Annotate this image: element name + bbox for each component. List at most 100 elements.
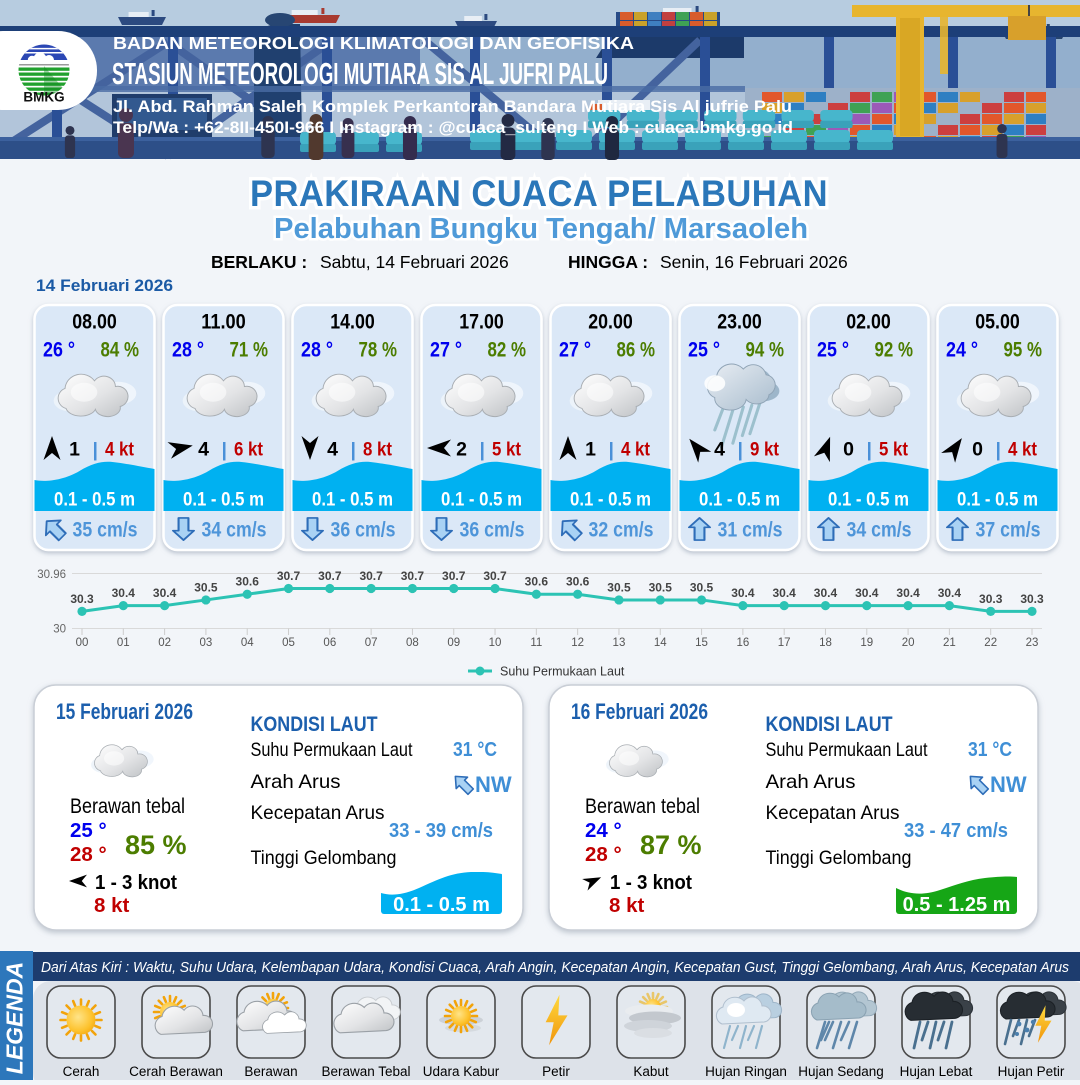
svg-text:30.4: 30.4 xyxy=(814,586,838,600)
svg-text:Cerah: Cerah xyxy=(63,1064,100,1079)
svg-text:24 °: 24 ° xyxy=(585,819,622,842)
svg-text:33 - 39 cm/s: 33 - 39 cm/s xyxy=(389,819,493,842)
svg-text:5 kt: 5 kt xyxy=(879,439,908,461)
svg-text:03: 03 xyxy=(200,637,213,649)
svg-text:35 cm/s: 35 cm/s xyxy=(73,518,138,542)
svg-text:27 °: 27 ° xyxy=(559,339,591,362)
svg-text:30.96: 30.96 xyxy=(37,569,66,581)
svg-text:Berawan Tebal: Berawan Tebal xyxy=(321,1064,410,1079)
svg-text:Cerah Berawan: Cerah Berawan xyxy=(129,1064,223,1079)
svg-text:30.4: 30.4 xyxy=(112,586,136,600)
svg-text:0.1 - 0.5 m: 0.1 - 0.5 m xyxy=(828,489,909,511)
svg-text:|: | xyxy=(351,439,356,461)
svg-text:30.5: 30.5 xyxy=(649,580,673,594)
svg-text:78 %: 78 % xyxy=(359,339,398,362)
svg-text:14: 14 xyxy=(654,637,667,649)
svg-text:|: | xyxy=(609,439,614,461)
svg-text:5 kt: 5 kt xyxy=(492,439,521,461)
svg-text:36 cm/s: 36 cm/s xyxy=(331,518,396,542)
svg-text:Sabtu, 14 Februari 2026: Sabtu, 14 Februari 2026 xyxy=(320,252,509,272)
svg-text:23.00: 23.00 xyxy=(717,311,762,334)
svg-text:Hujan Ringan: Hujan Ringan xyxy=(705,1064,787,1079)
svg-text:0: 0 xyxy=(972,439,983,461)
svg-text:25 °: 25 ° xyxy=(817,339,849,362)
svg-text:Tinggi Gelombang: Tinggi Gelombang xyxy=(766,847,912,869)
svg-text:Kabut: Kabut xyxy=(633,1064,669,1079)
svg-text:1: 1 xyxy=(69,439,80,461)
svg-text:Kecepatan Arus: Kecepatan Arus xyxy=(251,802,385,824)
svg-text:30.3: 30.3 xyxy=(979,592,1003,606)
svg-text:1 - 3 knot: 1 - 3 knot xyxy=(95,871,177,894)
svg-text:Suhu Permukaan Laut: Suhu Permukaan Laut xyxy=(500,665,625,679)
svg-text:87 %: 87 % xyxy=(640,830,702,860)
svg-text:Hujan Sedang: Hujan Sedang xyxy=(798,1064,884,1079)
svg-text:19: 19 xyxy=(860,637,873,649)
svg-text:11: 11 xyxy=(530,637,542,649)
svg-text:LEGENDA: LEGENDA xyxy=(2,962,28,1074)
svg-text:09: 09 xyxy=(447,637,460,649)
svg-text:BMKG: BMKG xyxy=(23,90,64,105)
svg-text:94 %: 94 % xyxy=(746,339,785,362)
svg-text:95 %: 95 % xyxy=(1004,339,1043,362)
svg-text:01: 01 xyxy=(117,637,130,649)
svg-text:30: 30 xyxy=(53,624,66,636)
svg-text:4 kt: 4 kt xyxy=(1008,439,1037,461)
svg-text:31 °C: 31 °C xyxy=(453,738,497,761)
svg-text:4: 4 xyxy=(714,439,725,461)
svg-text:17.00: 17.00 xyxy=(459,311,504,334)
svg-text:1: 1 xyxy=(585,439,596,461)
svg-text:16: 16 xyxy=(736,637,749,649)
svg-text:|: | xyxy=(867,439,872,461)
svg-text:34 cm/s: 34 cm/s xyxy=(202,518,267,542)
svg-text:08: 08 xyxy=(406,637,419,649)
svg-text:30.4: 30.4 xyxy=(896,586,920,600)
svg-text:|: | xyxy=(93,439,98,461)
svg-text:Udara Kabur: Udara Kabur xyxy=(423,1064,500,1079)
svg-text:24 °: 24 ° xyxy=(946,339,978,362)
svg-text:20.00: 20.00 xyxy=(588,311,633,334)
svg-text:13: 13 xyxy=(613,637,626,649)
svg-text:84 %: 84 % xyxy=(101,339,140,362)
svg-text:Berawan tebal: Berawan tebal xyxy=(585,795,700,818)
svg-text:08.00: 08.00 xyxy=(72,311,117,334)
svg-text:36 cm/s: 36 cm/s xyxy=(460,518,525,542)
svg-text:BADAN METEOROLOGI KLIMATOLOGI: BADAN METEOROLOGI KLIMATOLOGI DAN GEOFIS… xyxy=(113,33,634,53)
svg-text:8 kt: 8 kt xyxy=(609,894,644,917)
svg-text:04: 04 xyxy=(241,637,254,649)
svg-text:37 cm/s: 37 cm/s xyxy=(976,518,1041,542)
svg-text:34 cm/s: 34 cm/s xyxy=(847,518,912,542)
svg-text:NW: NW xyxy=(475,772,512,797)
svg-text:1 - 3 knot: 1 - 3 knot xyxy=(610,871,692,894)
svg-text:Berawan tebal: Berawan tebal xyxy=(70,795,185,818)
svg-text:|: | xyxy=(480,439,485,461)
svg-text:4: 4 xyxy=(198,439,209,461)
svg-text:30.3: 30.3 xyxy=(1020,592,1044,606)
svg-text:25 °: 25 ° xyxy=(70,819,107,842)
svg-text:30.6: 30.6 xyxy=(236,575,260,589)
svg-text:14.00: 14.00 xyxy=(330,311,375,334)
svg-text:30.7: 30.7 xyxy=(277,569,301,583)
svg-text:33 - 47 cm/s: 33 - 47 cm/s xyxy=(904,819,1008,842)
svg-text:30.4: 30.4 xyxy=(153,586,177,600)
svg-text:Arah Arus: Arah Arus xyxy=(251,771,341,793)
svg-text:02.00: 02.00 xyxy=(846,311,891,334)
svg-text:Hujan Lebat: Hujan Lebat xyxy=(900,1064,973,1079)
svg-text:12: 12 xyxy=(571,637,584,649)
svg-text:Suhu Permukaan Laut: Suhu Permukaan Laut xyxy=(766,739,928,761)
svg-text:PRAKIRAAN CUACA PELABUHAN: PRAKIRAAN CUACA PELABUHAN xyxy=(250,173,828,214)
svg-text:30.4: 30.4 xyxy=(731,586,755,600)
svg-text:30.5: 30.5 xyxy=(690,580,714,594)
svg-text:Petir: Petir xyxy=(542,1064,570,1079)
svg-text:30.7: 30.7 xyxy=(359,569,383,583)
svg-text:28 °: 28 ° xyxy=(172,339,204,362)
svg-text:8 kt: 8 kt xyxy=(363,439,392,461)
svg-text:Jl. Abd. Rahman Saleh Komplek: Jl. Abd. Rahman Saleh Komplek Perkantora… xyxy=(113,98,792,116)
svg-text:27 °: 27 ° xyxy=(430,339,462,362)
svg-text:00: 00 xyxy=(76,637,89,649)
svg-text:0.5 - 1.25 m: 0.5 - 1.25 m xyxy=(903,894,1011,916)
svg-text:30.5: 30.5 xyxy=(194,580,218,594)
svg-text:2: 2 xyxy=(456,439,467,461)
svg-text:14 Februari 2026: 14 Februari 2026 xyxy=(36,277,173,295)
svg-text:|: | xyxy=(222,439,227,461)
svg-text:30.6: 30.6 xyxy=(566,575,590,589)
